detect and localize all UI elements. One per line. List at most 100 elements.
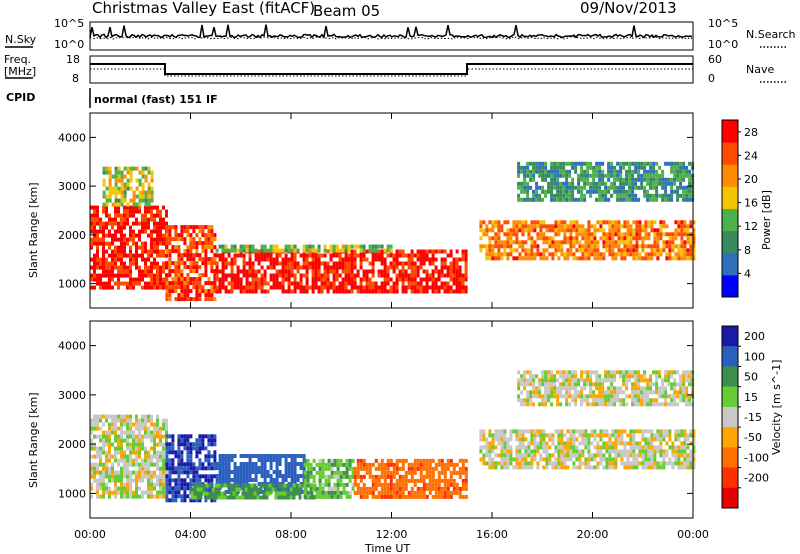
data-cell [565,382,569,387]
data-cell [386,244,390,249]
data-cell [311,273,315,278]
data-cell [689,252,693,257]
data-cell [213,450,217,455]
data-cell [159,277,162,282]
data-cell [652,197,656,202]
data-cell [198,237,202,242]
data-cell [180,442,184,447]
data-cell [135,482,138,487]
data-cell [571,398,575,403]
data-cell [434,494,438,499]
data-cell [488,244,492,249]
data-cell [333,470,337,475]
data-cell [147,458,150,463]
data-cell [611,244,615,249]
data-cell [114,205,117,210]
data-cell [299,265,303,270]
data-cell [339,478,343,483]
data-cell [251,462,255,466]
data-cell [494,240,498,245]
data-cell [120,229,123,234]
data-cell [359,486,363,491]
data-cell [278,269,282,274]
data-cell [153,450,156,455]
data-cell [198,293,202,298]
data-cell [629,465,633,470]
data-cell [168,490,172,495]
data-cell [156,422,159,427]
data-cell [153,205,156,210]
data-cell [251,285,255,290]
data-cell [596,465,600,470]
data-cell [371,486,375,491]
data-cell [338,289,342,294]
data-cell [159,482,162,487]
data-cell [383,490,387,495]
data-cell [159,269,162,274]
data-cell [565,169,569,174]
data-cell [162,462,165,467]
data-cell [529,402,533,407]
data-cell [568,173,572,178]
data-cell [272,261,276,266]
data-cell [314,285,318,290]
data-cell [168,486,172,491]
data-cell [257,253,261,258]
data-cell [593,236,597,241]
data-cell [668,240,672,245]
data-cell [138,190,142,195]
data-cell [120,494,123,499]
data-cell [565,193,569,198]
data-cell [634,382,638,387]
data-cell [192,285,196,290]
data-cell [556,390,560,395]
data-cell [193,491,197,496]
data-cell [562,165,566,170]
data-cell [210,225,214,230]
data-cell [679,181,683,186]
data-cell [204,249,208,254]
data-cell [479,224,483,229]
data-cell [135,490,138,495]
data-cell [452,269,456,274]
data-cell [641,244,645,249]
data-cell [165,241,169,246]
data-cell [641,429,645,434]
data-cell [613,394,617,399]
data-cell [244,483,248,488]
data-cell [320,277,324,282]
data-cell [339,462,343,467]
data-cell [147,202,151,207]
data-cell [293,261,297,266]
data-cell [616,193,620,198]
data-cell [218,478,222,482]
data-cell [150,229,153,234]
data-cell [643,161,647,166]
data-cell [123,233,126,238]
data-cell [529,185,533,190]
data-cell [577,394,581,399]
data-cell [177,265,181,270]
data-cell [554,220,558,225]
data-cell [307,483,311,488]
data-cell [296,285,300,290]
data-cell [542,256,546,261]
data-cell [356,458,360,463]
data-cell [111,273,114,278]
data-cell [608,236,612,241]
data-cell [245,244,249,249]
data-cell [254,474,258,478]
data-cell [257,249,261,254]
data-cell [401,277,405,282]
data-cell [644,441,648,446]
data-cell [647,244,651,249]
data-cell [589,161,593,166]
data-cell [233,281,237,286]
data-cell [213,273,217,278]
data-cell [150,414,153,419]
data-cell [135,233,138,238]
data-cell [356,490,360,495]
data-cell [177,450,181,455]
data-cell [303,470,307,475]
data-cell [571,185,575,190]
